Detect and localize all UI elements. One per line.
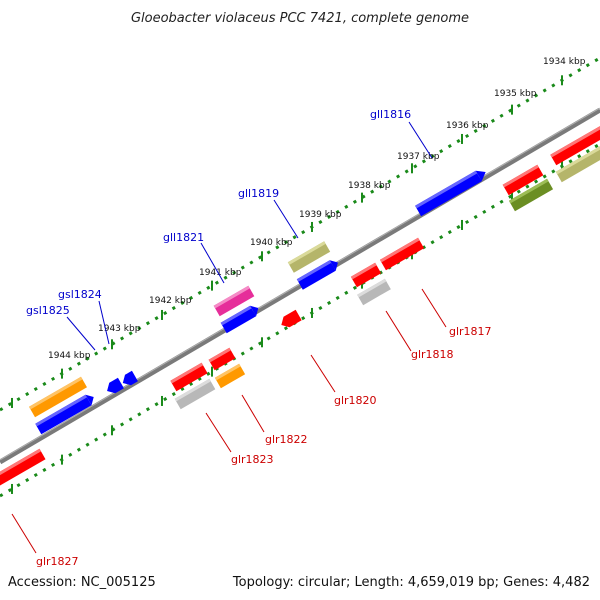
gene-label-glr1820[interactable]: glr1820 xyxy=(334,394,377,407)
gene-label-gll1819[interactable]: gll1819 xyxy=(238,187,279,200)
gene-label-gll1816[interactable]: gll1816 xyxy=(370,108,411,121)
gene-label-glr1817[interactable]: glr1817 xyxy=(449,325,492,338)
topology-label: Topology: circular; Length: 4,659,019 bp… xyxy=(232,575,590,590)
map-title: Gloeobacter violaceus PCC 7421, complete… xyxy=(131,11,469,26)
reverse-gene-labels: glr1817 glr1818 glr1820 glr1822 glr1823 … xyxy=(36,325,492,568)
kbp-label-1935: 1935 kbp xyxy=(494,89,537,99)
kbp-label-1937: 1937 kbp xyxy=(397,152,440,162)
accession-label: Accession: NC_005125 xyxy=(8,575,156,590)
outer-major-ticks xyxy=(11,75,563,408)
gene-label-gsl1824[interactable]: gsl1824 xyxy=(58,288,102,301)
forward-features xyxy=(29,122,600,435)
gene-label-gsl1825[interactable]: gsl1825 xyxy=(26,304,70,317)
kbp-label-1941: 1941 kbp xyxy=(199,268,242,278)
kbp-label-1938: 1938 kbp xyxy=(348,181,391,191)
forward-gene-labels: gll1816 gll1819 gll1821 gsl1824 gsl1825 xyxy=(26,108,411,317)
kbp-label-1934: 1934 kbp xyxy=(543,57,586,67)
gene-label-glr1823[interactable]: glr1823 xyxy=(231,453,274,466)
gene-label-glr1818[interactable]: glr1818 xyxy=(411,348,454,361)
kbp-label-1943: 1943 kbp xyxy=(98,324,141,334)
gene-label-glr1822[interactable]: glr1822 xyxy=(265,433,308,446)
genome-backbone xyxy=(0,107,600,465)
reverse-leader-lines xyxy=(11,288,447,554)
gene-label-gll1821[interactable]: gll1821 xyxy=(163,231,204,244)
kbp-label-1944: 1944 kbp xyxy=(48,351,91,361)
gene-label-glr1827[interactable]: glr1827 xyxy=(36,555,79,568)
reverse-features xyxy=(0,237,425,488)
inner-major-ticks xyxy=(11,161,563,494)
kbp-label-1936: 1936 kbp xyxy=(446,121,489,131)
kbp-label-1940: 1940 kbp xyxy=(250,238,293,248)
kbp-label-1942: 1942 kbp xyxy=(149,296,192,306)
forward-leader-lines xyxy=(66,121,433,351)
scale-labels: 1934 kbp 1935 kbp 1936 kbp 1937 kbp 1938… xyxy=(48,57,586,361)
kbp-label-1939: 1939 kbp xyxy=(299,210,342,220)
